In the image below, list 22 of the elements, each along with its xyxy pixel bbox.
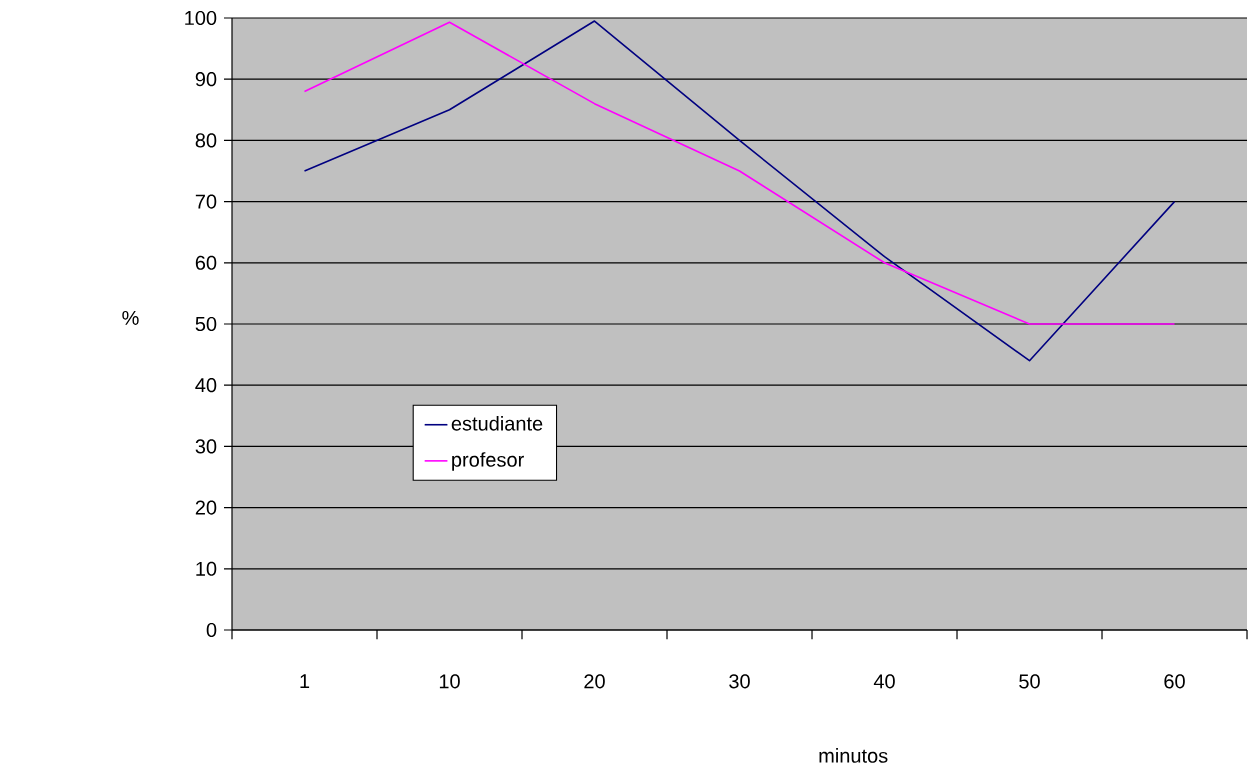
x-tick-label: 60 [1164,674,1185,689]
x-tick-label: 40 [873,674,895,689]
y-tick-label: 20 [195,500,217,515]
x-axis-title: minutos [819,748,888,763]
legend-label: profesor [452,452,524,471]
y-tick-label: 50 [195,316,217,332]
y-tick-label: 90 [195,72,217,87]
y-tick-label: 40 [195,378,217,393]
y-tick-label: 0 [206,622,217,638]
x-tick-label: 20 [584,674,605,689]
y-tick-label: 80 [195,133,217,148]
y-axis-title: % [122,310,139,325]
y-tick-label: 60 [195,255,217,270]
y-tick-label: 10 [196,561,217,576]
y-tick-label: 70 [195,194,217,209]
x-tick-label: 30 [729,674,750,689]
x-tick-label: 1 [300,674,310,689]
x-tick-label: 50 [1019,674,1040,689]
legend-label: estudiante [451,415,543,431]
y-tick-label: 30 [195,439,217,454]
y-tick-label: 100 [185,10,217,26]
x-tick-label: 10 [439,674,460,689]
